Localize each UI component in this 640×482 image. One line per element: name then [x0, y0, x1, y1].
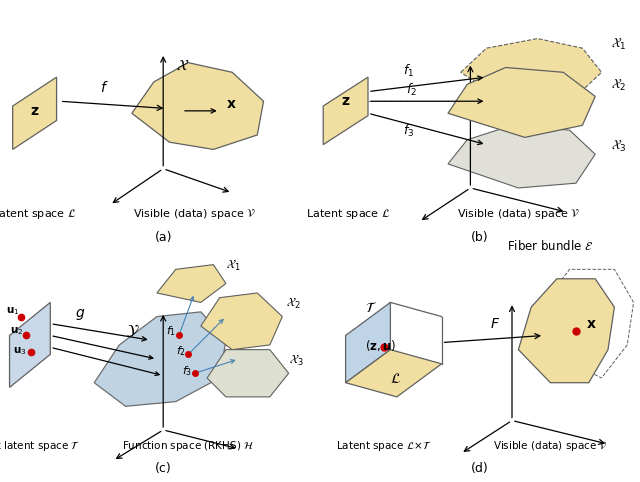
Text: Latent space $\mathcal{L}$$\times$$\mathcal{T}$: Latent space $\mathcal{L}$$\times$$\math… [336, 439, 432, 453]
Text: Function space (RKHS) $\mathcal{H}$: Function space (RKHS) $\mathcal{H}$ [122, 439, 255, 453]
PathPatch shape [346, 349, 442, 397]
Text: $\mathbf{x}$: $\mathbf{x}$ [226, 97, 237, 111]
Text: $\mathcal{T}$: $\mathcal{T}$ [365, 301, 377, 315]
Text: $\mathbf{u}_3$: $\mathbf{u}_3$ [13, 345, 26, 357]
Text: Visible (data) space $\mathcal{V}$: Visible (data) space $\mathcal{V}$ [493, 439, 608, 453]
PathPatch shape [461, 39, 602, 106]
PathPatch shape [448, 125, 595, 188]
Text: (c): (c) [155, 462, 172, 475]
Text: $f_1$: $f_1$ [403, 63, 414, 79]
Text: $f_3$: $f_3$ [182, 364, 192, 377]
Text: $f_1$: $f_1$ [166, 324, 177, 338]
Text: Visible (data) space $\mathcal{V}$: Visible (data) space $\mathcal{V}$ [457, 207, 580, 221]
PathPatch shape [518, 279, 614, 383]
PathPatch shape [323, 77, 368, 145]
Text: $f_2$: $f_2$ [406, 82, 417, 98]
Text: (b): (b) [471, 231, 489, 244]
Text: $f_3$: $f_3$ [403, 123, 415, 139]
PathPatch shape [13, 77, 56, 149]
PathPatch shape [94, 312, 226, 406]
Text: $\mathcal{Y}$: $\mathcal{Y}$ [125, 322, 139, 339]
Text: $f_2$: $f_2$ [176, 344, 186, 358]
Text: $\mathbf{x}$: $\mathbf{x}$ [586, 317, 596, 332]
Text: Fiber bundle $\mathcal{E}$: Fiber bundle $\mathcal{E}$ [508, 240, 593, 254]
Text: $\mathcal{X}_3$: $\mathcal{X}_3$ [289, 353, 303, 368]
Text: (d): (d) [471, 462, 489, 475]
Text: $\mathcal{X}_2$: $\mathcal{X}_2$ [611, 78, 627, 94]
PathPatch shape [132, 63, 264, 149]
Text: $\mathbf{z}$: $\mathbf{z}$ [30, 104, 39, 118]
Text: Latent space $\mathcal{L}$: Latent space $\mathcal{L}$ [0, 207, 77, 221]
PathPatch shape [10, 302, 51, 388]
PathPatch shape [448, 67, 595, 137]
Text: Latent space $\mathcal{L}$: Latent space $\mathcal{L}$ [307, 207, 391, 221]
Text: $\mathcal{L}$: $\mathcal{L}$ [390, 372, 401, 386]
PathPatch shape [346, 302, 390, 383]
PathPatch shape [201, 293, 282, 349]
Text: $\mathcal{X}_3$: $\mathcal{X}_3$ [611, 138, 627, 154]
Text: $\mathcal{X}_2$: $\mathcal{X}_2$ [285, 296, 300, 311]
Text: $\mathcal{X}$: $\mathcal{X}$ [176, 58, 189, 73]
Text: $\mathbf{u}_1$: $\mathbf{u}_1$ [6, 305, 20, 317]
Text: $\mathbf{u}_2$: $\mathbf{u}_2$ [10, 325, 23, 337]
Text: $F$: $F$ [490, 317, 500, 332]
Text: $\mathcal{X}_1$: $\mathcal{X}_1$ [611, 37, 627, 53]
Text: Task latent space $\mathcal{T}$: Task latent space $\mathcal{T}$ [0, 439, 81, 453]
Text: $f$: $f$ [100, 80, 109, 94]
Text: $(\mathbf{z}, \mathbf{u})$: $(\mathbf{z}, \mathbf{u})$ [365, 338, 396, 353]
Text: $\mathbf{z}$: $\mathbf{z}$ [341, 94, 350, 108]
Text: (a): (a) [154, 231, 172, 244]
PathPatch shape [207, 349, 289, 397]
Text: Visible (data) space $\mathcal{V}$: Visible (data) space $\mathcal{V}$ [133, 207, 256, 221]
Text: $\mathcal{X}_1$: $\mathcal{X}_1$ [226, 258, 241, 273]
PathPatch shape [157, 265, 226, 302]
Text: $g$: $g$ [76, 307, 86, 321]
